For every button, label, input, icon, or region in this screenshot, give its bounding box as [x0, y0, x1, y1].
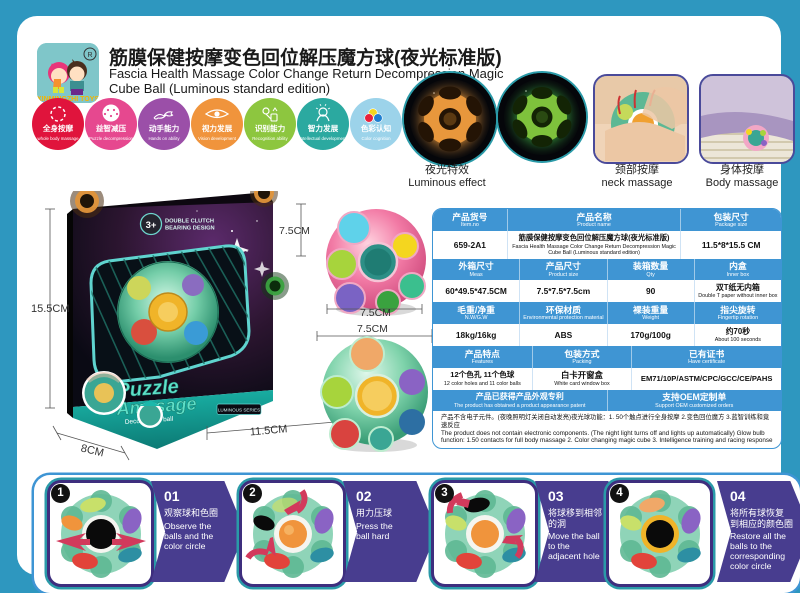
svg-text:7.5CM: 7.5CM [279, 225, 310, 237]
svg-text:7.5CM: 7.5CM [360, 307, 391, 319]
